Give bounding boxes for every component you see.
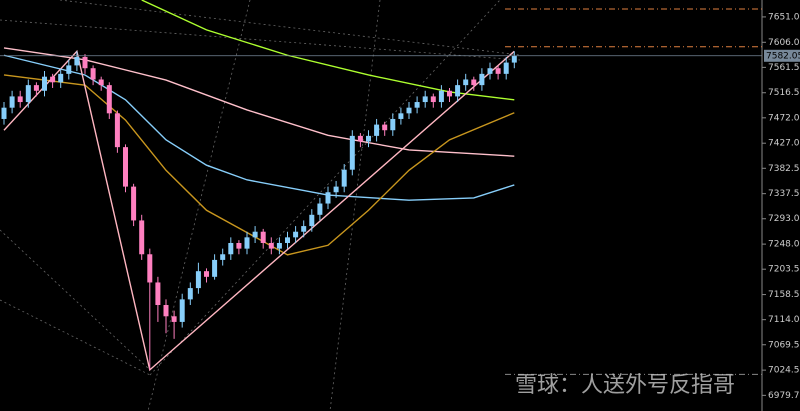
candle-body bbox=[50, 76, 56, 83]
candle-body bbox=[90, 68, 96, 80]
overlay-line bbox=[3, 54, 515, 201]
candle-body bbox=[414, 102, 420, 108]
candle-body bbox=[204, 271, 209, 277]
candle-body bbox=[9, 96, 15, 108]
candle-body bbox=[471, 79, 477, 86]
candle-body bbox=[74, 56, 80, 66]
candle-body bbox=[147, 254, 153, 283]
y-tick-label: 7472.00 bbox=[768, 113, 800, 123]
candle-body bbox=[390, 118, 396, 131]
candle-body bbox=[430, 96, 436, 103]
candle-body bbox=[503, 62, 509, 74]
candle-body bbox=[106, 85, 112, 114]
candle-body bbox=[33, 85, 39, 91]
candle-body bbox=[82, 56, 88, 69]
candle-body bbox=[301, 226, 307, 232]
candle-body bbox=[252, 231, 258, 238]
y-tick-label: 7516.50 bbox=[768, 88, 800, 98]
candle-body bbox=[98, 79, 104, 86]
overlay-line bbox=[3, 74, 515, 256]
candle-body bbox=[187, 288, 193, 300]
candle-body bbox=[195, 271, 201, 289]
candle-body bbox=[309, 214, 315, 227]
candle-body bbox=[260, 231, 266, 243]
y-tick-label: 6979.75 bbox=[768, 391, 800, 401]
candle-body bbox=[236, 242, 242, 249]
y-tick-label: 7024.50 bbox=[768, 366, 800, 376]
y-tick-label: 7248.00 bbox=[768, 240, 800, 250]
y-tick-label: 7606.00 bbox=[768, 38, 800, 48]
candle-body bbox=[349, 135, 355, 170]
overlay-line bbox=[141, 0, 515, 101]
y-tick-label: 7561.50 bbox=[768, 63, 800, 73]
y-tick-label: 7158.50 bbox=[768, 290, 800, 300]
candle-body bbox=[398, 113, 404, 119]
candle-body bbox=[123, 147, 128, 187]
candle-body bbox=[155, 282, 161, 306]
candle-body bbox=[495, 68, 501, 74]
y-tick-label: 7203.50 bbox=[768, 265, 800, 275]
candle-body bbox=[406, 107, 412, 114]
candle-body bbox=[333, 186, 339, 193]
candle-body bbox=[422, 96, 428, 103]
candle-body bbox=[268, 242, 274, 249]
candle-body bbox=[212, 259, 218, 277]
overlay-line bbox=[3, 49, 515, 372]
candle-body bbox=[276, 242, 282, 249]
watermark: 雪球：人送外号反指哥 bbox=[515, 373, 735, 398]
candle-body bbox=[511, 55, 517, 63]
candle-body bbox=[479, 73, 485, 86]
candle-body bbox=[171, 316, 177, 322]
y-tick-label: 7293.00 bbox=[768, 214, 800, 224]
candle-body bbox=[58, 73, 64, 83]
candle-body bbox=[317, 203, 323, 215]
candle-body bbox=[114, 113, 120, 148]
candle-body bbox=[25, 85, 31, 103]
y-tick-label: 7114.00 bbox=[768, 315, 800, 325]
candle-body bbox=[487, 68, 493, 74]
candle-body bbox=[244, 237, 250, 249]
candle-body bbox=[325, 192, 331, 204]
y-tick-label: 7382.50 bbox=[768, 164, 800, 174]
candle-body bbox=[139, 220, 145, 255]
candle-body bbox=[366, 135, 371, 142]
y-tick-label: 7651.00 bbox=[768, 12, 800, 22]
candle-body bbox=[382, 124, 388, 131]
y-tick-label: 7337.50 bbox=[768, 189, 800, 199]
candle-body bbox=[1, 107, 7, 119]
candle-body bbox=[163, 305, 169, 317]
candle-body bbox=[179, 299, 185, 322]
candle-body bbox=[463, 79, 469, 86]
current-price-label: 7582.05 bbox=[766, 51, 800, 61]
y-tick-label: 7069.50 bbox=[768, 340, 800, 350]
candle-body bbox=[341, 169, 347, 187]
candle-body bbox=[447, 90, 452, 97]
candle-body bbox=[131, 186, 137, 221]
candle-body bbox=[357, 135, 363, 142]
y-tick-label: 7427.00 bbox=[768, 139, 800, 149]
candle-body bbox=[42, 76, 47, 91]
candle-body bbox=[220, 254, 226, 260]
candle-body bbox=[228, 242, 234, 255]
candle-body bbox=[285, 237, 290, 243]
candle-body bbox=[374, 124, 380, 136]
candle-body bbox=[66, 65, 72, 74]
candle-body bbox=[455, 85, 461, 97]
candle-body bbox=[17, 96, 23, 103]
guide-lines bbox=[0, 0, 521, 411]
current-price-box bbox=[764, 49, 800, 62]
candle-body bbox=[438, 90, 444, 103]
candle-body bbox=[293, 231, 299, 238]
